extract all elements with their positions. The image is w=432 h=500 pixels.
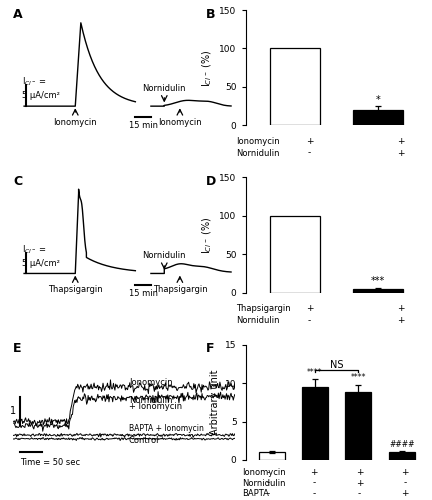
Text: B: B <box>206 8 215 20</box>
Text: Time = 50 sec: Time = 50 sec <box>19 458 80 467</box>
Text: -: - <box>358 489 361 498</box>
Text: +: + <box>305 137 313 146</box>
Text: ####: #### <box>389 440 414 449</box>
Text: -: - <box>312 478 315 488</box>
Text: Thapsigargin: Thapsigargin <box>152 286 207 294</box>
Text: Ionomycin: Ionomycin <box>129 378 172 387</box>
Text: *: * <box>376 94 381 104</box>
Y-axis label: I$_{Cl^-}$ (%): I$_{Cl^-}$ (%) <box>200 49 214 86</box>
Text: A: A <box>13 8 22 20</box>
Text: + Ionomycin: + Ionomycin <box>129 402 182 411</box>
Text: 15 min: 15 min <box>129 122 158 130</box>
Text: I$_{Cl^-}$ =: I$_{Cl^-}$ = <box>22 243 47 256</box>
Text: Nornidulin: Nornidulin <box>129 396 172 405</box>
Text: 5 μA/cm²: 5 μA/cm² <box>22 258 60 268</box>
Text: Thapsigargin: Thapsigargin <box>236 304 291 314</box>
Bar <box>353 289 403 292</box>
Text: -: - <box>403 478 407 488</box>
Text: +: + <box>397 148 404 158</box>
Text: +: + <box>310 468 318 477</box>
Text: C: C <box>13 175 22 188</box>
Text: Nornidulin: Nornidulin <box>236 316 280 325</box>
Text: Nornidulin: Nornidulin <box>143 84 186 92</box>
Text: +: + <box>356 468 363 477</box>
Text: ****: **** <box>351 374 366 382</box>
Bar <box>270 48 320 126</box>
Y-axis label: I$_{Cl^-}$ (%): I$_{Cl^-}$ (%) <box>200 216 214 254</box>
Bar <box>302 387 328 460</box>
Text: 1: 1 <box>10 406 16 416</box>
Text: BAPTA: BAPTA <box>242 489 269 498</box>
Text: -: - <box>267 478 270 488</box>
Text: +: + <box>401 468 409 477</box>
Bar <box>259 452 285 460</box>
Bar <box>270 216 320 292</box>
Text: ***: *** <box>371 276 385 286</box>
Text: +: + <box>401 489 409 498</box>
Bar <box>353 110 403 126</box>
Text: 15 min: 15 min <box>129 288 158 298</box>
Text: Ionomycin: Ionomycin <box>54 118 97 127</box>
Text: +: + <box>397 304 404 314</box>
Text: -: - <box>308 316 311 325</box>
Text: +: + <box>305 304 313 314</box>
Text: F: F <box>206 342 214 355</box>
Text: 5 μA/cm²: 5 μA/cm² <box>22 91 60 100</box>
Text: Ionomycin: Ionomycin <box>158 118 202 127</box>
Text: Thapsigargin: Thapsigargin <box>48 286 102 294</box>
Text: Nornidulin: Nornidulin <box>242 478 286 488</box>
Text: E: E <box>13 342 22 355</box>
Text: Ionomycin: Ionomycin <box>236 137 280 146</box>
Text: +: + <box>397 137 404 146</box>
Text: Ionomycin: Ionomycin <box>242 468 286 477</box>
Text: BAPTA + Ionomycin: BAPTA + Ionomycin <box>129 424 203 433</box>
Text: NS: NS <box>330 360 343 370</box>
Y-axis label: Arbitrary unit: Arbitrary unit <box>210 370 219 435</box>
Text: Nornidulin: Nornidulin <box>236 148 280 158</box>
Bar <box>345 392 372 460</box>
Text: Nornidulin: Nornidulin <box>143 252 186 260</box>
Text: +: + <box>356 478 363 488</box>
Text: -: - <box>267 468 270 477</box>
Text: -: - <box>267 489 270 498</box>
Text: ****: **** <box>307 368 323 377</box>
Text: I$_{Cl^-}$ =: I$_{Cl^-}$ = <box>22 76 47 88</box>
Text: Control: Control <box>129 436 159 446</box>
Bar <box>389 452 415 460</box>
Text: -: - <box>308 148 311 158</box>
Text: +: + <box>397 316 404 325</box>
Text: -: - <box>312 489 315 498</box>
Text: D: D <box>206 175 216 188</box>
